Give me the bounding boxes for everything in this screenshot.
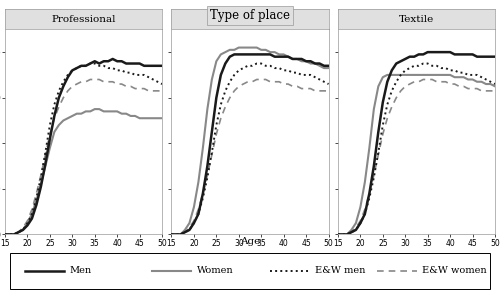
Text: Textile: Textile bbox=[399, 15, 434, 24]
Text: Age: Age bbox=[240, 237, 260, 246]
FancyBboxPatch shape bbox=[10, 253, 490, 289]
Text: Type of place: Type of place bbox=[210, 9, 290, 22]
Text: E&W men: E&W men bbox=[314, 266, 365, 275]
Text: Mining: Mining bbox=[232, 15, 268, 24]
Text: Professional: Professional bbox=[52, 15, 116, 24]
Text: Women: Women bbox=[197, 266, 234, 275]
Text: E&W women: E&W women bbox=[422, 266, 487, 275]
Text: Men: Men bbox=[70, 266, 92, 275]
